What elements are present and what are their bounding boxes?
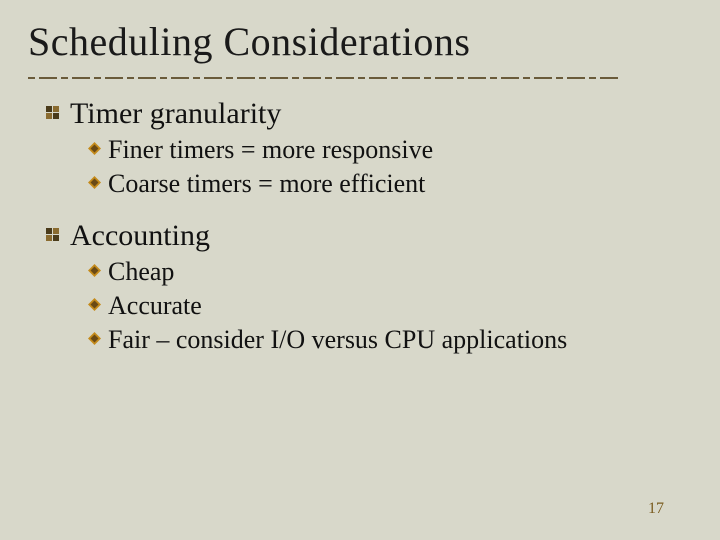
list-item: Timer granularity <box>46 97 692 131</box>
bullet-lvl1-icon <box>46 106 70 120</box>
list-item-text: Timer granularity <box>70 97 281 131</box>
slide-title: Scheduling Considerations <box>28 18 692 65</box>
list-item: Coarse timers = more efficient <box>88 169 692 199</box>
list-item: Accurate <box>88 291 692 321</box>
list-item: Accounting <box>46 219 692 253</box>
list-item: Cheap <box>88 257 692 287</box>
bullet-lvl2-icon <box>88 332 108 345</box>
bullet-lvl1-icon <box>46 228 70 242</box>
list-item-text: Coarse timers = more efficient <box>108 169 425 199</box>
title-divider <box>28 73 692 83</box>
list-item-text: Cheap <box>108 257 174 287</box>
slide: Scheduling Considerations Timer <box>0 0 720 540</box>
list-item: Fair – consider I/O versus CPU applicati… <box>88 325 692 355</box>
bullet-lvl2-icon <box>88 264 108 277</box>
list-item-text: Finer timers = more responsive <box>108 135 433 165</box>
page-number: 17 <box>648 500 664 518</box>
bullet-lvl2-icon <box>88 298 108 311</box>
list-item-text: Accounting <box>70 219 210 253</box>
list-item-text: Fair – consider I/O versus CPU applicati… <box>108 325 567 355</box>
bullet-lvl2-icon <box>88 176 108 189</box>
list-item: Finer timers = more responsive <box>88 135 692 165</box>
list-item-text: Accurate <box>108 291 202 321</box>
bullet-lvl2-icon <box>88 142 108 155</box>
